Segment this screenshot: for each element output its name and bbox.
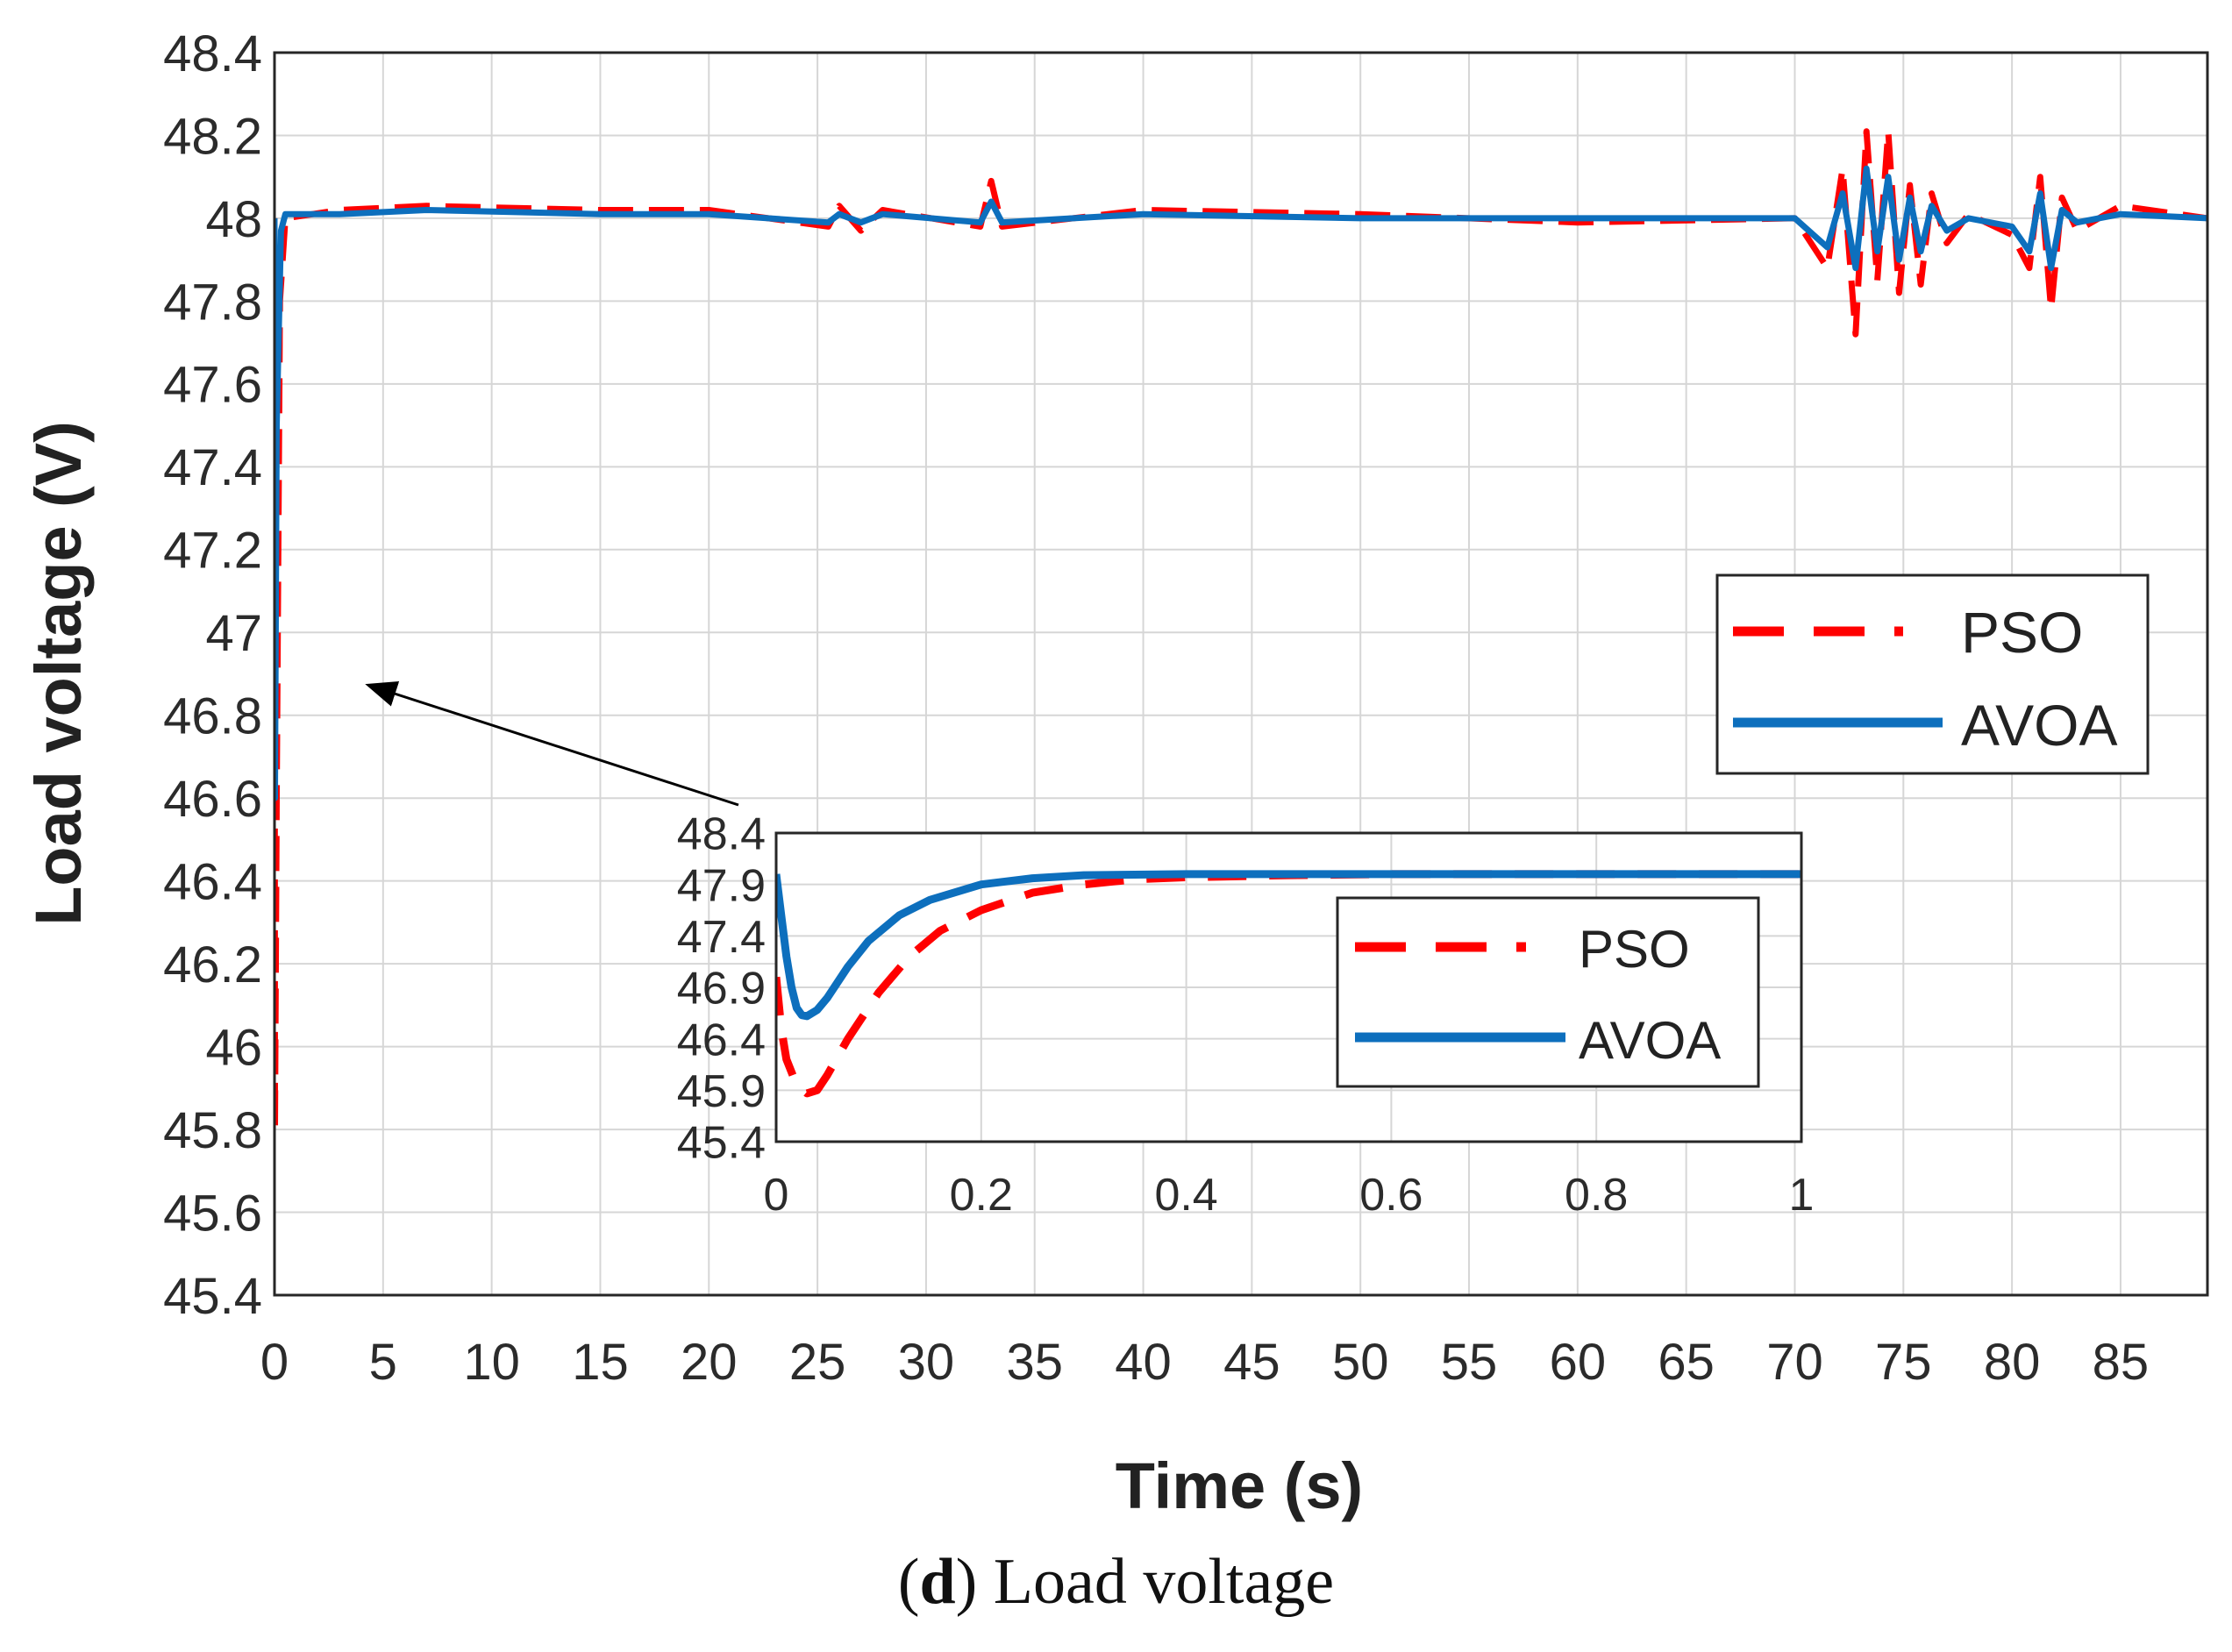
main-series-pso (275, 128, 2207, 1133)
inset-y-tick-label: 45.4 (677, 1118, 766, 1169)
main-y-tick-label: 47.6 (163, 357, 262, 414)
inset-y-tick-label: 46.9 (677, 964, 766, 1015)
inset-x-tick-label: 0.8 (1565, 1170, 1628, 1221)
inset-x-tick-labels: 0 0.2 0.4 0.6 0.8 1 (764, 1170, 1815, 1221)
inset-x-tick-label: 0.2 (950, 1170, 1013, 1221)
main-x-tick-label: 45 (1223, 1334, 1280, 1391)
inset-series-avoa (776, 870, 1801, 1021)
main-x-tick-label: 65 (1658, 1334, 1715, 1391)
main-y-tick-label: 46.4 (163, 854, 262, 911)
main-x-tick-label: 20 (681, 1334, 738, 1391)
main-x-tick-label: 15 (572, 1334, 629, 1391)
main-x-tick-label: 50 (1332, 1334, 1389, 1391)
main-y-tick-label: 48.4 (163, 25, 262, 82)
main-y-tick-label: 45.4 (163, 1268, 262, 1325)
x-axis-label: Time (s) (1116, 1449, 1363, 1522)
inset-x-tick-label: 0 (764, 1170, 789, 1221)
y-axis-label: Load voltage (V) (22, 421, 95, 926)
main-x-tick-label: 30 (898, 1334, 955, 1391)
main-y-tick-label: 46.2 (163, 936, 262, 993)
main-y-tick-label: 47.8 (163, 274, 262, 331)
main-y-tick-label: 45.8 (163, 1102, 262, 1159)
main-y-tick-label: 46 (205, 1019, 262, 1076)
inset-y-tick-label: 45.9 (677, 1066, 766, 1117)
main-legend-label-pso: PSO (1961, 600, 2083, 665)
main-y-tick-labels: 45.4 45.6 45.8 46 46.2 46.4 46.6 46.8 47 47.2 47.4… (163, 25, 262, 1325)
main-legend: PSO AVOA (1715, 573, 2150, 775)
main-x-tick-label: 0 (260, 1334, 289, 1391)
main-x-tick-label: 55 (1441, 1334, 1498, 1391)
inset-legend-label-pso: PSO (1579, 920, 1690, 979)
inset-y-tick-label: 47.9 (677, 860, 766, 911)
main-x-tick-label: 85 (2093, 1334, 2150, 1391)
main-y-tick-label: 45.6 (163, 1185, 262, 1242)
main-y-tick-label: 47.4 (163, 439, 262, 496)
main-legend-label-avoa: AVOA (1961, 693, 2118, 758)
main-x-tick-label: 70 (1766, 1334, 1823, 1391)
caption-panel-letter: d (919, 1546, 956, 1618)
main-x-tick-label: 5 (369, 1334, 397, 1391)
main-x-tick-label: 40 (1115, 1334, 1172, 1391)
main-legend-box (1715, 573, 2150, 775)
inset-y-tick-labels: 45.445.946.446.947.447.948.4 (677, 809, 766, 1169)
zoom-arrow (365, 680, 739, 807)
main-x-tick-label: 25 (789, 1334, 846, 1391)
inset-legend-label-avoa: AVOA (1579, 1011, 1721, 1070)
main-y-tick-label: 46.8 (163, 688, 262, 745)
inset-plot-frame (774, 831, 1803, 1143)
inset-y-tick-label: 46.4 (677, 1015, 766, 1065)
main-x-tick-labels: 0 5 10 15 20 25 30 35 40 45 50 55 60 65 70 75 80 85 (260, 1334, 2149, 1391)
main-y-tick-label: 47 (205, 605, 262, 662)
inset-y-tick-label: 48.4 (677, 809, 766, 860)
main-plot-frame (273, 51, 2209, 1297)
inset-legend-box (1336, 896, 1760, 1088)
main-x-tick-label: 75 (1875, 1334, 1932, 1391)
main-y-tick-label: 48.2 (163, 108, 262, 165)
main-x-tick-label: 35 (1006, 1334, 1063, 1391)
inset-y-tick-label: 47.4 (677, 912, 766, 963)
main-y-tick-label: 48 (205, 191, 262, 248)
figure-caption: (d) Load voltage (897, 1546, 1335, 1618)
caption-text: Load voltage (993, 1546, 1335, 1618)
main-x-tick-label: 60 (1550, 1334, 1607, 1391)
inset-series (776, 870, 1801, 1098)
inset-x-tick-label: 1 (1789, 1170, 1815, 1221)
main-series-avoa (275, 165, 2207, 801)
main-x-tick-label: 10 (463, 1334, 520, 1391)
inset-x-tick-label: 0.4 (1154, 1170, 1217, 1221)
inset-legend: PSO AVOA (1336, 896, 1760, 1088)
inset-x-tick-label: 0.6 (1359, 1170, 1423, 1221)
main-y-tick-label: 47.2 (163, 523, 262, 580)
main-x-tick-label: 80 (1984, 1334, 2041, 1391)
main-y-tick-label: 46.6 (163, 771, 262, 828)
main-series (275, 128, 2207, 1133)
